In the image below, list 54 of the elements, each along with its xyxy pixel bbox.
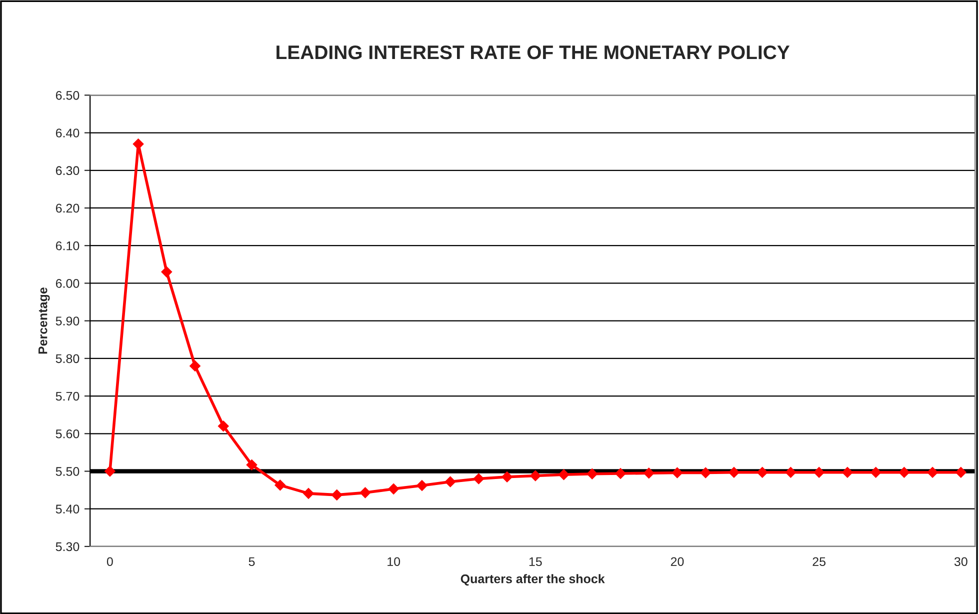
point xyxy=(331,490,342,500)
point xyxy=(246,459,258,470)
point xyxy=(955,466,966,478)
point xyxy=(303,488,314,499)
y-tick-label: 5.90 xyxy=(56,316,80,326)
point xyxy=(700,467,712,478)
y-axis-title: Percentage xyxy=(38,288,50,354)
y-tick-label: 5.60 xyxy=(56,429,80,438)
y-tick-label: 6.30 xyxy=(56,166,80,176)
point xyxy=(218,420,229,432)
point xyxy=(728,466,740,478)
point xyxy=(132,138,144,150)
point xyxy=(104,466,116,477)
point xyxy=(927,466,938,478)
point xyxy=(842,466,853,478)
x-tick-label: 20 xyxy=(670,557,684,566)
y-tick-label: 5.70 xyxy=(56,392,80,401)
point xyxy=(161,266,172,278)
x-tick-label: 15 xyxy=(529,557,542,566)
point xyxy=(502,471,512,482)
chart-title: LEADING INTEREST RATE OF THE MONETARY POLICY xyxy=(276,45,790,60)
point xyxy=(643,468,654,479)
y-tick-label: 5.50 xyxy=(56,467,80,476)
point xyxy=(360,487,371,498)
x-tick-label: 5 xyxy=(248,557,255,566)
point xyxy=(870,466,882,478)
y-tick-label: 6.00 xyxy=(56,279,80,288)
point xyxy=(558,469,570,480)
y-tick-label: 5.80 xyxy=(56,354,80,364)
point xyxy=(416,480,428,491)
y-tick-label: 5.30 xyxy=(56,542,80,552)
point xyxy=(814,466,825,478)
point xyxy=(615,468,626,479)
point xyxy=(444,476,456,488)
x-axis-title: Quarters after the shock xyxy=(460,574,605,586)
point xyxy=(756,466,768,478)
point xyxy=(785,466,796,478)
y-tick-label: 6.40 xyxy=(56,128,80,138)
x-tick-label: 10 xyxy=(388,557,400,566)
point xyxy=(274,480,286,491)
y-tick-label: 6.50 xyxy=(56,90,80,100)
x-tick-label: 25 xyxy=(812,557,826,566)
x-tick-label: 0 xyxy=(106,557,113,566)
point xyxy=(473,473,484,484)
point xyxy=(530,470,541,482)
point xyxy=(672,467,683,478)
point xyxy=(388,483,400,494)
point xyxy=(190,360,200,372)
point xyxy=(898,466,910,478)
y-tick-label: 6.10 xyxy=(56,241,80,250)
y-tick-label: 5.40 xyxy=(56,504,80,514)
y-tick-label: 6.20 xyxy=(56,204,80,213)
point xyxy=(586,468,598,480)
x-tick-label: 30 xyxy=(954,557,968,566)
